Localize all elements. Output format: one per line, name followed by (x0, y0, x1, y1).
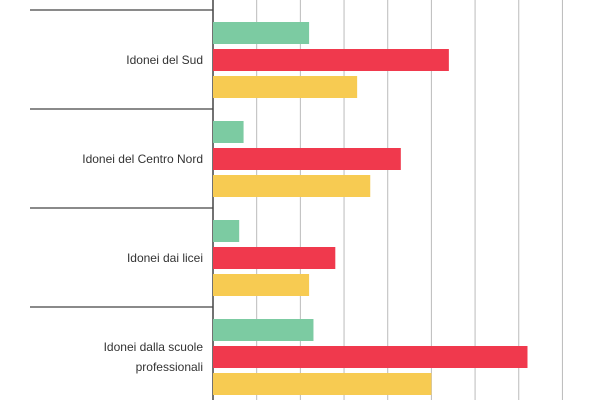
bar (213, 76, 358, 98)
bar (213, 148, 401, 170)
category-label: Idonei del Centro Nord (82, 151, 203, 166)
category-label: Idonei dalla scuole professionali (103, 339, 203, 374)
bar (213, 274, 310, 296)
bar (213, 22, 310, 44)
bar (213, 346, 528, 368)
bar (213, 319, 314, 341)
bar (213, 121, 244, 143)
bar (213, 373, 432, 395)
bar (213, 220, 240, 242)
bar (213, 49, 449, 71)
category-label: Idonei dai licei (126, 250, 203, 265)
category-label: Idonei del Sud (126, 52, 203, 67)
bar (213, 247, 336, 269)
bar (213, 175, 371, 197)
